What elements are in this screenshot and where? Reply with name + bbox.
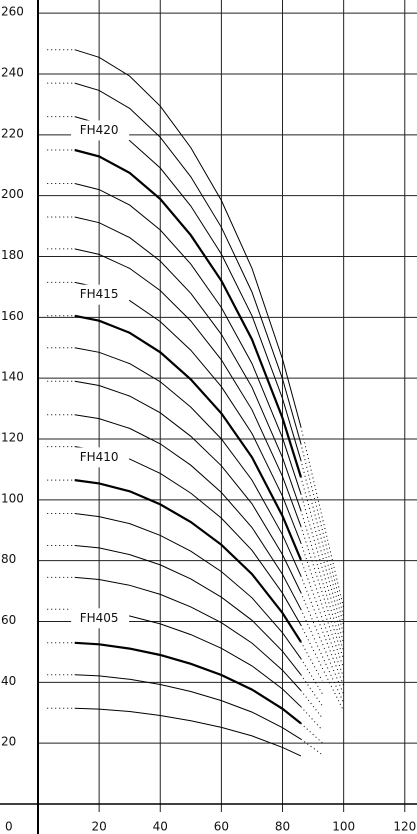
y-tick-label: 120 <box>1 431 24 445</box>
curve-dotted <box>300 493 345 643</box>
y-tick-label: 60 <box>1 613 16 627</box>
curve <box>74 479 302 643</box>
curve <box>74 513 302 659</box>
x-tick-label: 0 <box>5 820 13 834</box>
curve <box>74 707 302 757</box>
x-tick-label: 80 <box>275 820 290 834</box>
y-tick-label: 260 <box>1 5 24 19</box>
curve <box>74 347 302 577</box>
y-tick-label: 140 <box>1 370 24 384</box>
curve <box>74 82 302 444</box>
x-tick-label: 100 <box>332 820 355 834</box>
label-box <box>71 120 130 141</box>
curve-dotted <box>300 510 345 652</box>
curve-dotted <box>300 526 345 660</box>
curve <box>74 446 302 626</box>
curve <box>74 545 302 676</box>
curve-dotted <box>300 738 323 756</box>
y-tick-label: 200 <box>1 187 24 201</box>
series-label: FH405 <box>80 611 119 625</box>
curve <box>74 576 302 691</box>
curve-dotted <box>300 443 345 617</box>
curve <box>74 183 302 494</box>
x-tick-label: 20 <box>91 820 106 834</box>
y-tick-label: 240 <box>1 66 24 80</box>
curve-dotted <box>300 641 323 682</box>
label-box <box>71 608 130 629</box>
curve <box>74 314 302 561</box>
curve <box>74 641 302 725</box>
y-tick-label: 40 <box>1 674 16 688</box>
curve-dotted <box>300 624 345 712</box>
y-tick-label: 20 <box>1 735 16 749</box>
curve-dotted <box>300 592 345 695</box>
curve-dotted <box>300 460 345 626</box>
curve <box>74 49 302 427</box>
curve-dotted <box>300 690 323 719</box>
curve <box>74 216 302 511</box>
curve-dotted <box>300 476 345 635</box>
y-tick-label: 180 <box>1 248 24 262</box>
curve-dotted <box>300 674 323 707</box>
y-tick-label: 220 <box>1 126 24 140</box>
curve <box>74 674 302 740</box>
curve-dotted <box>300 609 345 703</box>
curve <box>74 281 302 544</box>
x-tick-label: 60 <box>214 820 229 834</box>
curve <box>74 148 302 478</box>
curve-dotted <box>300 723 323 744</box>
x-tick-label: 40 <box>153 820 168 834</box>
curve-dotted <box>300 542 345 669</box>
y-tick-label: 100 <box>1 491 24 505</box>
y-tick-label: 160 <box>1 309 24 323</box>
series-label: FH410 <box>80 450 119 464</box>
label-box <box>71 447 130 468</box>
curve-dotted <box>300 559 345 678</box>
curve <box>74 414 302 610</box>
curve <box>74 248 302 527</box>
series-label: FH420 <box>80 123 119 137</box>
y-tick-label: 80 <box>1 552 16 566</box>
curve-dotted <box>300 658 323 694</box>
x-tick-label: 120 <box>393 820 416 834</box>
series-label: FH415 <box>80 287 119 301</box>
label-box <box>71 284 130 305</box>
curve <box>74 380 302 593</box>
